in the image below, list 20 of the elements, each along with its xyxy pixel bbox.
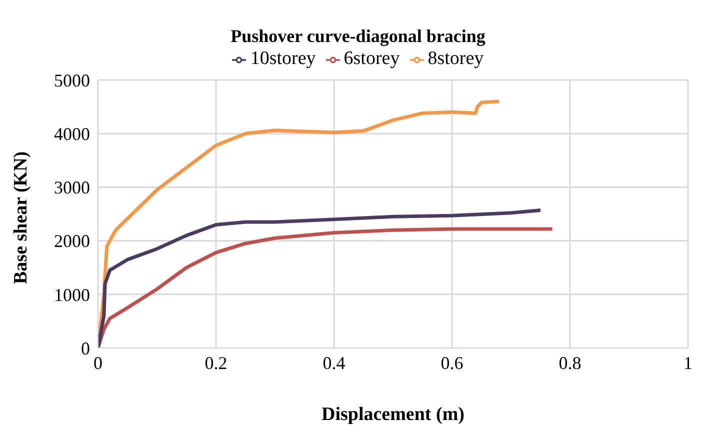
y-tick-label: 2000 [54,231,90,252]
x-tick-label: 0.4 [322,352,346,373]
y-tick-label: 3000 [54,178,90,198]
x-tick-label: 0.8 [558,352,582,373]
line-series [98,208,542,348]
legend-label: 8storey [428,48,484,69]
y-tick-label: 4000 [54,124,90,144]
y-tick-label: 5000 [54,70,90,90]
y-tick-label: 1000 [54,284,90,305]
x-tick-label: 0.2 [204,352,228,373]
x-tick-label: 0.6 [440,352,464,373]
y-axis-title: Base shear (KN) [10,151,32,284]
chart-title: Pushover curve-diagonal bracing [230,25,486,48]
x-tick-label: 1 [684,352,692,373]
x-axis-title: Displacement (m) [322,404,464,425]
line-series [98,227,554,348]
legend-label: 10storey [250,48,316,69]
y-tick-label: 0 [81,338,90,358]
legend-label: 6storey [344,48,400,69]
x-tick-label: 0 [94,352,102,373]
